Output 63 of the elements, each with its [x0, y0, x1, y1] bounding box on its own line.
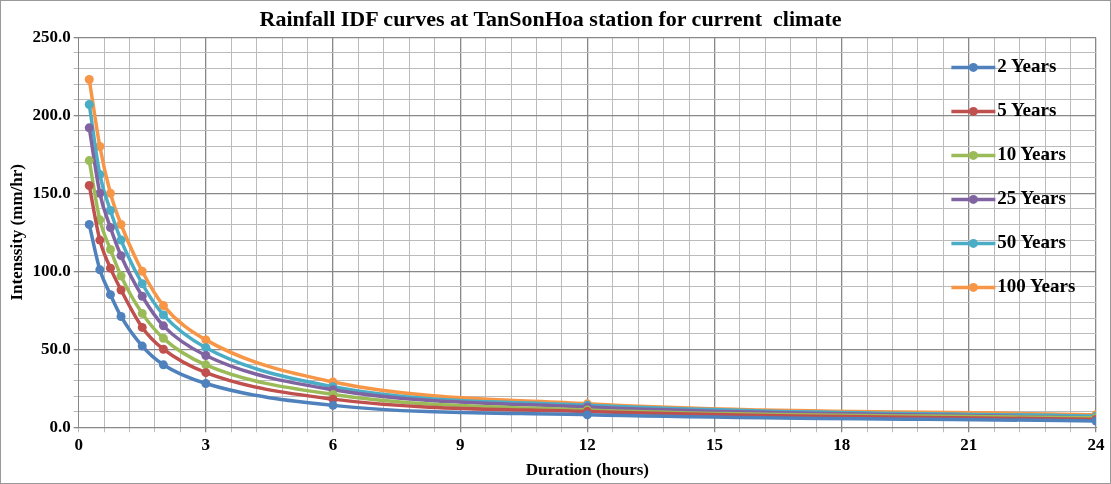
point	[137, 266, 147, 276]
point	[105, 188, 115, 198]
y-tick-label: 0.0	[49, 416, 71, 436]
legend-label: 100 Years	[997, 275, 1076, 297]
x-tick-label: 15	[705, 434, 723, 454]
point	[84, 181, 94, 191]
legend-label: 2 Years	[997, 55, 1057, 77]
point	[201, 335, 211, 345]
y-tick-label: 150.0	[32, 182, 71, 202]
x-tick-label: 6	[328, 434, 338, 454]
point	[158, 321, 168, 331]
x-tick-label: 3	[201, 434, 211, 454]
point	[158, 344, 168, 354]
point	[201, 379, 211, 389]
x-tick-label: 0	[74, 434, 83, 454]
legend-label: 10 Years	[997, 143, 1066, 165]
y-tick-label: 250.0	[32, 26, 71, 46]
point	[84, 123, 94, 133]
point	[158, 360, 168, 370]
point	[158, 333, 168, 343]
legend-label: 5 Years	[997, 99, 1057, 121]
point	[137, 279, 147, 289]
point	[84, 99, 94, 109]
y-tick-label: 100.0	[32, 260, 71, 280]
point	[201, 350, 211, 360]
point	[137, 341, 147, 351]
point	[201, 368, 211, 378]
point	[84, 220, 94, 229]
point	[95, 265, 105, 275]
point	[116, 271, 126, 281]
point	[105, 290, 115, 300]
legend-label: 25 Years	[997, 187, 1066, 209]
point	[137, 322, 147, 332]
point	[105, 263, 115, 273]
point	[116, 251, 126, 261]
point	[116, 285, 126, 295]
y-tick-label: 50.0	[40, 338, 71, 358]
point	[158, 310, 168, 320]
y-axis-title: Intenssity (mm/hr)	[6, 164, 26, 301]
point	[328, 400, 338, 410]
x-tick-label: 21	[960, 434, 978, 454]
point	[116, 220, 126, 229]
point	[201, 360, 211, 370]
point	[137, 291, 147, 301]
point	[116, 312, 126, 321]
x-tick-label: 9	[455, 434, 465, 454]
point	[137, 308, 147, 318]
point	[84, 75, 94, 84]
legend-label: 50 Years	[997, 231, 1066, 253]
point	[158, 301, 168, 311]
point	[84, 156, 94, 166]
point	[105, 205, 115, 215]
x-tick-label: 18	[833, 434, 851, 454]
point	[201, 343, 211, 353]
y-tick-label: 200.0	[32, 104, 71, 124]
point	[116, 235, 126, 245]
point	[105, 244, 115, 254]
chart-title: Rainfall IDF curves at TanSonHoa station for current climate	[259, 5, 842, 31]
x-tick-label: 24	[1087, 434, 1105, 454]
point	[105, 223, 115, 233]
x-axis-title: Duration (hours)	[525, 460, 649, 480]
x-tick-label: 12	[578, 434, 596, 454]
point	[95, 235, 105, 245]
